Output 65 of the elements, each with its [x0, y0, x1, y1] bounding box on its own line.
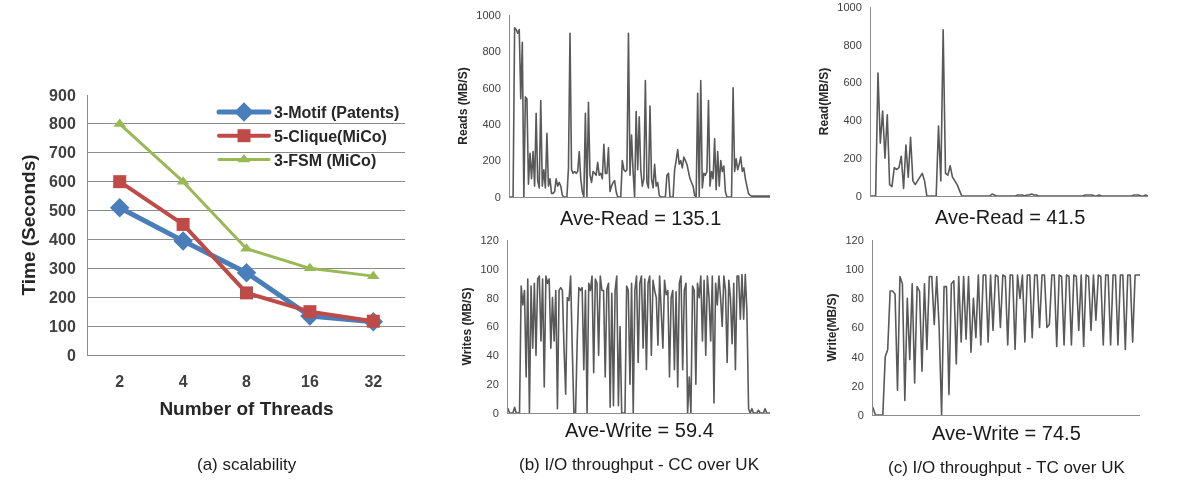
y-tick-label: 600	[482, 81, 501, 94]
y-tick-label: 120	[480, 233, 499, 246]
y-tick-label: 200	[49, 288, 76, 306]
y-tick-label: 40	[851, 350, 864, 363]
y-tick-label: 20	[851, 379, 864, 392]
y-tick-label: 120	[845, 233, 864, 246]
y-axis-title: Write(MB/S)	[824, 293, 839, 362]
text: (a) scalability	[197, 455, 297, 474]
y-tick-label: 400	[843, 114, 862, 127]
y-tick-label: 1000	[476, 8, 501, 21]
point	[303, 262, 317, 272]
y-tick-label: 20	[486, 378, 499, 391]
y-tick-label: 400	[49, 231, 76, 249]
y-tick-label: 80	[486, 291, 499, 304]
y-tick-label: 100	[845, 263, 864, 276]
point	[303, 305, 317, 319]
x-tick-label: 4	[178, 373, 188, 391]
y-axis-title: Time (Seconds)	[17, 154, 39, 296]
y-tick-label: 80	[851, 292, 864, 305]
x-tick-label: 32	[364, 373, 383, 391]
text: (c) I/O throughput - TC over UK	[888, 458, 1126, 477]
y-tick-label: 40	[486, 349, 499, 362]
legend-label: 5-Clique(MiCo)	[274, 127, 387, 145]
y-tick-label: 0	[857, 408, 864, 421]
text: Ave-Read = 41.5	[935, 206, 1086, 228]
y-tick-label: 800	[482, 45, 501, 58]
point	[236, 262, 257, 283]
y-tick-label: 100	[49, 317, 76, 335]
y-tick-label: 100	[480, 262, 499, 275]
y-tick-label: 200	[843, 152, 862, 165]
y-tick-label: 600	[843, 76, 862, 89]
y-tick-label: 800	[49, 115, 76, 133]
point	[176, 217, 190, 231]
y-tick-label: 60	[486, 320, 499, 333]
legend-label: 3-FSM (MiCo)	[274, 151, 377, 169]
y-tick-label: 1000	[837, 0, 862, 13]
text: Ave-Write = 59.4	[565, 419, 714, 441]
point	[109, 197, 130, 218]
point	[173, 231, 193, 251]
y-tick-label: 400	[482, 118, 501, 131]
y-axis-title: Read(MB/S)	[816, 67, 831, 136]
y-tick-label: 0	[855, 189, 862, 202]
x-tick-label: 8	[242, 373, 252, 391]
point	[240, 286, 253, 300]
y-axis-title: Reads (MB/S)	[455, 67, 470, 145]
point	[113, 175, 127, 189]
x-tick-label: 2	[115, 373, 125, 391]
text: (b) I/O throughput - CC over UK	[519, 455, 760, 474]
text: Ave-Write = 74.5	[932, 422, 1081, 444]
text: Ave-Read = 135.1	[560, 207, 722, 229]
y-tick-label: 0	[492, 406, 499, 419]
y-tick-label: 0	[494, 190, 501, 203]
y-axis-title: Writes (MB/S)	[459, 287, 474, 366]
x-axis-title: Number of Threads	[159, 398, 334, 419]
legend-label: 3-Motif (Patents)	[274, 104, 400, 122]
y-tick-label: 200	[482, 154, 501, 167]
y-tick-label: 900	[49, 86, 76, 104]
y-tick-label: 60	[851, 321, 864, 334]
y-tick-label: 700	[49, 144, 76, 162]
x-tick-label: 16	[301, 373, 319, 391]
y-tick-label: 800	[843, 38, 862, 51]
y-tick-label: 500	[49, 202, 76, 220]
y-tick-label: 600	[49, 173, 76, 191]
y-tick-label: 300	[49, 259, 76, 277]
y-tick-label: 0	[66, 346, 76, 364]
